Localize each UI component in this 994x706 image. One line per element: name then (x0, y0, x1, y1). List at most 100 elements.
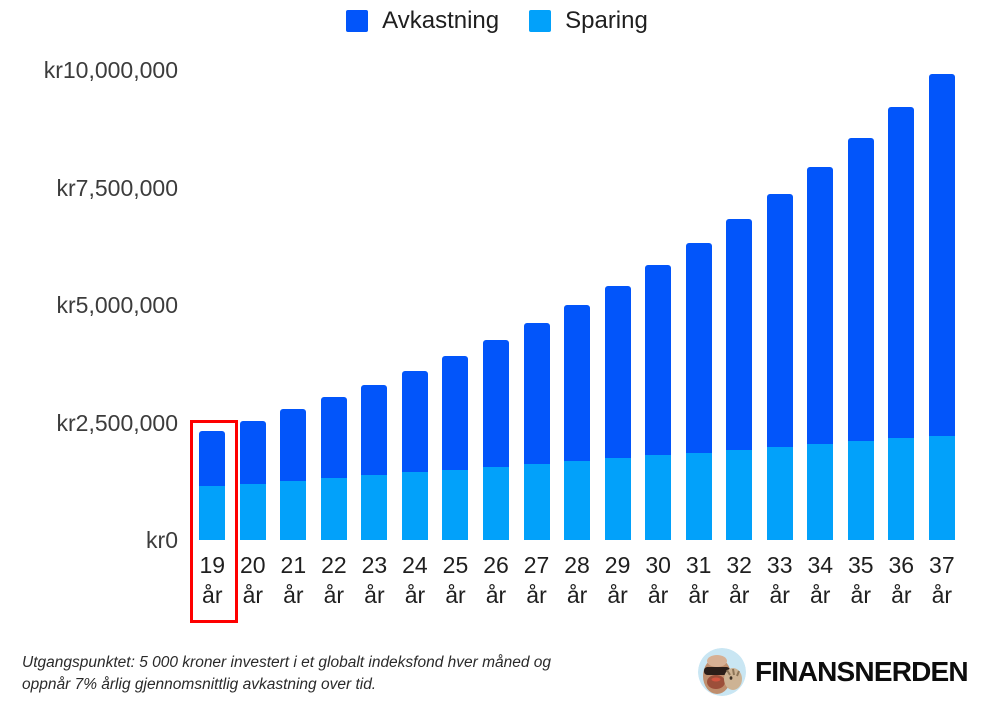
bar-slot-37-ar (922, 70, 963, 540)
bar-segment-avkastning (523, 323, 550, 464)
y-tick-label: kr5,000,000 (56, 292, 178, 318)
bar-segment-avkastning (401, 370, 428, 473)
brand-name: FINANSNERDEN (755, 656, 969, 687)
bar-slot-35-ar (841, 70, 882, 540)
bar-33-ar (766, 194, 793, 540)
bar-slot-34-ar (800, 70, 841, 540)
x-tick-label-19-ar: 19 år (199, 552, 226, 608)
bar-segment-sparing (320, 477, 347, 540)
bar-slot-26-ar (476, 70, 517, 540)
bar-slot-36-ar (881, 70, 922, 540)
bar-30-ar (645, 265, 672, 540)
source-note-line1: Utgangspunktet: 5 000 kroner investert i… (22, 654, 552, 671)
bar-segment-avkastning (239, 420, 266, 484)
bar-segment-avkastning (685, 243, 712, 453)
x-tick-label-25-ar: 25 år (442, 552, 469, 608)
bar-32-ar (726, 219, 753, 540)
y-tick-label: kr7,500,000 (56, 174, 178, 201)
x-tick-label-21-ar: 21 år (280, 552, 307, 608)
bar-19-ar (199, 431, 226, 540)
bar-segment-sparing (604, 458, 631, 540)
avkastning-swatch (346, 10, 369, 32)
bar-segment-sparing (726, 449, 753, 540)
bar-segment-avkastning (361, 384, 388, 476)
bar-segment-avkastning (564, 305, 591, 462)
bar-31-ar (685, 243, 712, 540)
x-tick-label-26-ar: 26 år (483, 552, 509, 608)
finansnerden-logo: FINANSNERDEN (698, 648, 969, 696)
sparing-swatch (529, 10, 552, 32)
bar-21-ar (280, 409, 307, 540)
bar-slot-33-ar (759, 70, 800, 540)
bar-24-ar (401, 370, 428, 540)
bar-segment-avkastning (320, 397, 347, 478)
y-tick-label: kr10,000,000 (43, 57, 178, 83)
bar-segment-sparing (280, 480, 307, 540)
bar-26-ar (482, 340, 509, 540)
finansnerden-avatar-icon (698, 648, 746, 696)
bar-slot-21-ar (273, 70, 314, 540)
bar-20-ar (239, 420, 266, 540)
x-tick-label-32-ar: 32 år (726, 552, 752, 608)
bar-34-ar (807, 166, 834, 540)
bar-segment-sparing (401, 472, 428, 540)
x-tick-label-28-ar: 28 år (564, 552, 590, 608)
bar-segment-sparing (199, 486, 226, 540)
bar-segment-sparing (442, 469, 469, 540)
bar-segment-avkastning (847, 137, 874, 442)
y-tick-label: kr2,500,000 (56, 409, 178, 436)
bar-segment-sparing (685, 452, 712, 540)
x-tick-label-20-ar: 20 år (240, 552, 266, 608)
bar-segment-sparing (361, 475, 388, 540)
x-axis-labels: 19 år 20 år 21 år 22 år 23 år 24 år 25 år 26 år 27 år 28 år… (192, 550, 962, 610)
x-tick-label-22-ar: 22 år (321, 552, 347, 608)
x-tick-label-33-ar: 33 år (766, 552, 793, 608)
bar-slot-31-ar (678, 70, 719, 540)
bar-segment-sparing (482, 466, 509, 540)
bar-segment-avkastning (199, 431, 226, 487)
bar-segment-sparing (928, 435, 955, 540)
source-note: Utgangspunktet: 5 000 kroner investert i… (22, 652, 672, 695)
bar-slot-28-ar (557, 70, 598, 540)
bar-segment-sparing (645, 455, 672, 540)
bar-35-ar (847, 137, 874, 540)
x-tick-label-36-ar: 36 år (888, 552, 915, 608)
bar-segment-avkastning (604, 285, 631, 459)
bar-slot-25-ar (435, 70, 476, 540)
bar-segment-avkastning (888, 106, 915, 439)
x-tick-label-24-ar: 24 år (402, 552, 428, 608)
bar-segment-avkastning (928, 73, 955, 436)
x-tick-label-35-ar: 35 år (847, 552, 874, 608)
bar-25-ar (442, 356, 469, 540)
bar-slot-19-ar (192, 70, 233, 540)
bar-segment-sparing (807, 444, 834, 540)
bar-segment-avkastning (482, 340, 509, 467)
bar-segment-avkastning (726, 219, 753, 450)
x-tick-label-23-ar: 23 år (361, 552, 388, 608)
x-tick-label-27-ar: 27 år (523, 552, 550, 608)
x-tick-label-34-ar: 34 år (807, 552, 834, 608)
bar-segment-avkastning (766, 194, 793, 447)
bar-slot-30-ar (638, 70, 679, 540)
highlight-box-19-ar (190, 420, 238, 623)
source-note-line2: oppnår 7% årlig gjennomsnittlig avkastni… (22, 675, 377, 693)
bar-segment-sparing (766, 446, 793, 540)
bar-segment-avkastning (807, 166, 834, 445)
bar-slot-29-ar (597, 70, 638, 540)
bar-27-ar (523, 323, 550, 540)
legend-item-avkastning: Avkastning (346, 7, 499, 35)
bar-slot-24-ar (395, 70, 436, 540)
bar-slot-32-ar (719, 70, 760, 540)
bar-slot-22-ar (314, 70, 355, 540)
bar-22-ar (320, 397, 347, 540)
legend: Avkastning Sparing (0, 7, 994, 35)
y-tick-label: kr0 (146, 527, 178, 553)
x-tick-label-31-ar: 31 år (685, 552, 712, 608)
bar-37-ar (928, 73, 955, 540)
plot-area (192, 70, 962, 540)
bar-segment-sparing (847, 441, 874, 540)
bar-segment-avkastning (280, 409, 307, 481)
bar-28-ar (564, 305, 591, 540)
bar-segment-avkastning (442, 356, 469, 470)
